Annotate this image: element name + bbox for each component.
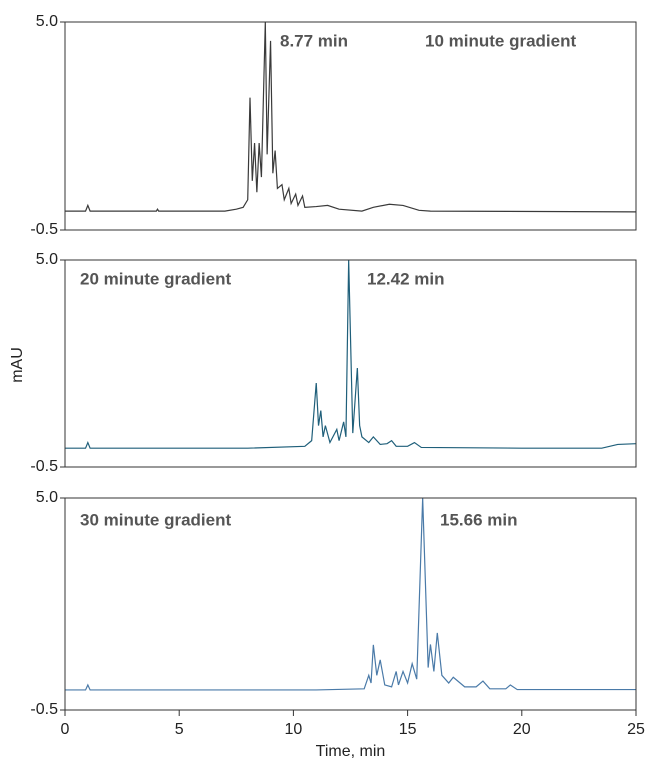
x-tick-label: 5 [175, 721, 184, 738]
gradient-label: 10 minute gradient [425, 31, 576, 50]
x-tick-label: 25 [627, 721, 645, 738]
gradient-label: 20 minute gradient [80, 269, 231, 288]
y-tick-label: 5.0 [36, 13, 58, 30]
y-axis-label: mAU [9, 347, 26, 383]
x-tick-label: 10 [285, 721, 303, 738]
y-tick-label: -0.5 [30, 458, 58, 475]
trace [65, 498, 636, 691]
x-tick-label: 0 [61, 721, 70, 738]
y-tick-label: 5.0 [36, 251, 58, 268]
plot-frame [64, 497, 637, 711]
y-tick-label: 5.0 [36, 489, 58, 506]
peak-label: 8.77 min [280, 31, 348, 50]
peak-label: 15.66 min [440, 510, 518, 529]
y-tick-label: -0.5 [30, 701, 58, 718]
x-tick-label: 20 [513, 721, 531, 738]
gradient-label: 30 minute gradient [80, 510, 231, 529]
plot-frame [64, 21, 637, 231]
peak-label: 12.42 min [367, 269, 445, 288]
y-tick-label: -0.5 [30, 221, 58, 238]
trace [65, 22, 636, 213]
x-axis-label: Time, min [316, 743, 386, 760]
trace [65, 260, 636, 449]
plot-frame [64, 259, 637, 468]
x-tick-label: 15 [399, 721, 417, 738]
